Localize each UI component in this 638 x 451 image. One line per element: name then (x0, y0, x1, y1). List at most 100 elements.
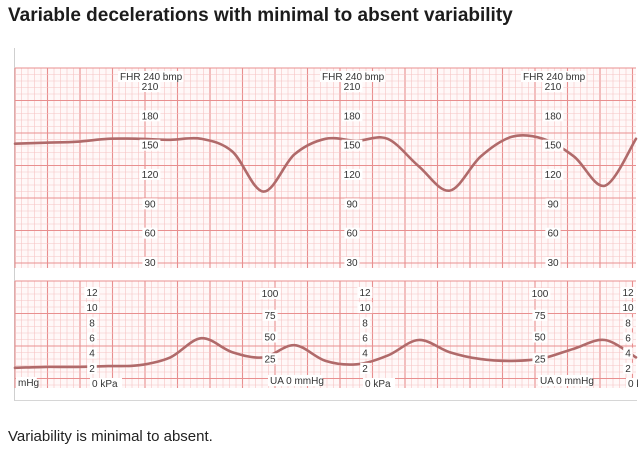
ua-kpa-tick-label: 0 kPa (90, 378, 122, 390)
fhr-tick-label-text: 90 (346, 199, 358, 210)
fhr-tick-label-text: 210 (545, 82, 562, 93)
fhr-tick-label-text: 180 (344, 111, 361, 122)
fhr-tick-label: 150 (139, 139, 161, 152)
ua-mmhg-tick-label-text: 50 (264, 333, 276, 344)
fhr-tick-label-bg (542, 110, 564, 122)
fhr-tick-label-text: 30 (547, 258, 559, 269)
chart-grid (14, 67, 636, 388)
fhr-tick-label-text: 150 (142, 141, 159, 152)
fhr-tick-label-bg (142, 257, 158, 268)
fhr-scale-title: FHR 240 bmp (118, 71, 184, 83)
ua-kpa-tick-label-text: 2 (362, 364, 368, 375)
fhr-tick-label-bg (344, 198, 360, 210)
ua-mmhg-tick-label-text: 100 (262, 289, 279, 300)
ua-kpa-tick-label-text: 8 (362, 318, 368, 329)
ua-kpa-tick-label: 2 (87, 362, 97, 375)
fhr-tick-label-bg (341, 81, 363, 92)
fhr-tick-label: 60 (545, 227, 561, 240)
ua-kpa-tick-label-text: 12 (622, 288, 634, 299)
ua-kpa-tick-label-text: 6 (625, 334, 631, 345)
ua-kpa-tick-label-bg (87, 317, 97, 329)
ua-kpa-tick-label-bg (87, 332, 97, 344)
ua-mmhg-tick-label-text: 75 (534, 311, 546, 322)
ua-mmhg-tick-label: 100 (259, 288, 281, 300)
ua-mmhg-tick-label: 75 (532, 309, 548, 322)
fhr-tick-label-bg (142, 227, 158, 239)
ua-kpa-tick-label-bg (360, 317, 370, 329)
fhr-tick-label: 210 (341, 81, 363, 93)
fhr-tick-label-bg (139, 169, 161, 180)
fhr-tick-label: 150 (341, 139, 363, 152)
ua-kpa-tick-label-bg (623, 362, 633, 374)
ua-kpa-tick-label: 8 (87, 317, 97, 329)
fhr-grid (14, 67, 636, 268)
ua-mmhg-tick-label-bg (532, 331, 548, 343)
ua-kpa-tick-label-text: 12 (359, 288, 371, 299)
fhr-tick-label-text: 30 (144, 258, 156, 269)
fhr-tick-label: 180 (542, 110, 564, 122)
fhr-tick-label-text: 120 (545, 170, 562, 181)
fhr-tick-label-bg (139, 110, 161, 122)
fhr-tick-label-text: 180 (142, 111, 159, 122)
ua-kpa-tick-label: 2 (623, 362, 633, 375)
ua-kpa-tick-label-bg (623, 317, 633, 329)
ua-mmhg-tick-label-text: 25 (534, 354, 546, 365)
ua-kpa-tick-label-text: 2 (625, 364, 631, 375)
ua-kpa-tick-label-bg (360, 347, 370, 359)
ua-kpa-tick-label: 0 kPa (363, 378, 395, 390)
ua-kpa-tick-label-bg (623, 332, 633, 344)
fhr-tick-label: 30 (344, 257, 360, 269)
ua-kpa-tick-label-text: 10 (359, 303, 371, 314)
ua-kpa-tick-label: 10 (357, 302, 373, 314)
fhr-trace-layer (13, 133, 638, 193)
fhr-tick-label: 120 (139, 169, 161, 181)
ua-kpa-tick-label-bg (84, 287, 100, 298)
fhr-tick-label-text: 120 (344, 170, 361, 181)
ua-mmhg-tick-label-bg (262, 331, 278, 343)
page-title: Variable decelerations with minimal to a… (8, 5, 513, 26)
fhr-tick-label-bg (542, 81, 564, 92)
ua-mmhg-tick-label: 75 (262, 309, 278, 322)
ua-mmhg-tick-label: 25 (532, 353, 548, 365)
ua-kpa-tick-label: 6 (360, 332, 370, 345)
fhr-tick-label: 90 (142, 198, 158, 210)
fhr-tick-label: 90 (344, 198, 360, 210)
fhr-tick-label-text: 210 (344, 82, 361, 93)
fhr-tick-label-text: 120 (142, 170, 159, 181)
ua-mmhg-tick-label: 25 (262, 353, 278, 365)
fhr-scale-title-text: FHR 240 bmp (322, 72, 385, 83)
ua-mmhg-tick-label-bg (538, 375, 593, 386)
fhr-tick-label-bg (341, 169, 363, 180)
ua-kpa-tick-label-text: 10 (86, 303, 98, 314)
fhr-tick-label: 120 (341, 169, 363, 181)
ua-kpa-tick-label: 6 (87, 332, 97, 345)
ua-mmhg-tick-label-text: 75 (264, 311, 276, 322)
fhr-tick-label: 120 (542, 169, 564, 181)
ua-mmhg-tick-label: 50 (532, 331, 548, 344)
ua-kpa-tick-label: 12 (620, 287, 636, 299)
fhr-tick-label-bg (341, 139, 363, 151)
fhr-tick-label-bg (545, 257, 561, 268)
fhr-scale-title-text: FHR 240 bmp (120, 72, 183, 83)
fhr-tick-label: 30 (142, 257, 158, 269)
ua-kpa-tick-label: 10 (84, 302, 100, 314)
ua-kpa-tick-label-bg (87, 347, 97, 359)
fhr-tick-label-text: 210 (142, 82, 159, 93)
ua-kpa-tick-label: 4 (360, 347, 370, 360)
fhr-tick-label-text: 60 (144, 229, 156, 240)
ua-mmhg-tick-label-bg (262, 353, 278, 365)
ua-mmhg-tick-label-text: UA 0 mmHg (540, 376, 594, 387)
ua-mmhg-tick-label: 100 (529, 288, 551, 300)
fhr-tick-label: 60 (344, 227, 360, 240)
ua-kpa-tick-label-bg (363, 378, 395, 389)
ua-kpa-tick-label-bg (360, 332, 370, 344)
ua-unit-label-text: mHg (18, 378, 39, 389)
ua-mmhg-tick-label-bg (259, 288, 281, 299)
fhr-scale-title: FHR 240 bmp (521, 71, 587, 83)
fhr-tick-label: 180 (341, 110, 363, 122)
ua-mmhg-tick-label-bg (529, 288, 551, 299)
fhr-tick-label: 210 (139, 81, 161, 93)
ua-mmhg-tick-label-text: UA 0 mmHg (270, 376, 324, 387)
